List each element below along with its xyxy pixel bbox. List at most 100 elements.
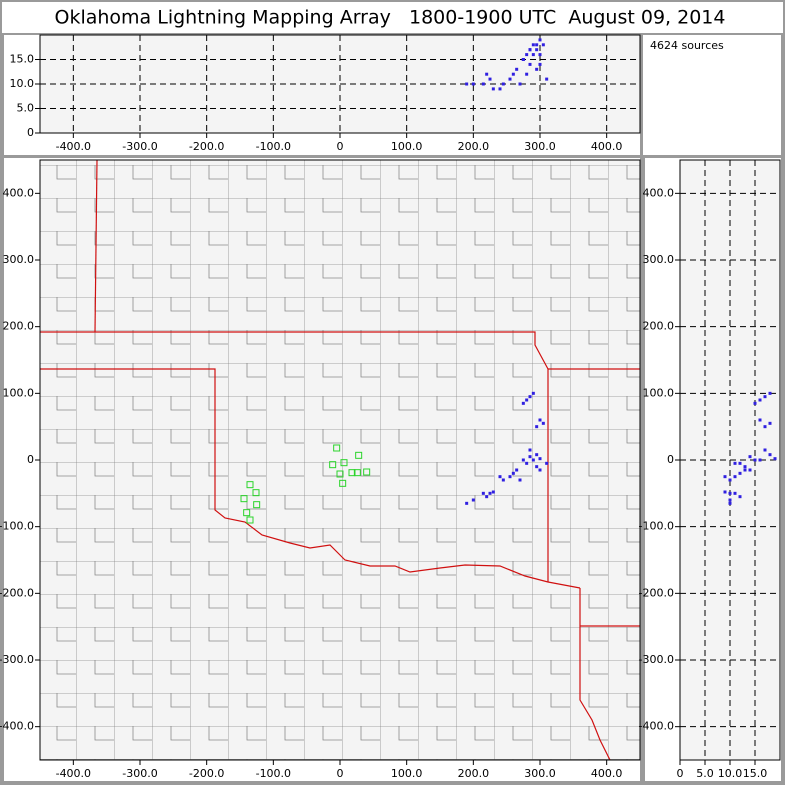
source-altitude-x	[508, 77, 512, 81]
x-tick-label: -400.0	[56, 140, 91, 153]
x-tick-label: -300.0	[122, 140, 157, 153]
y-tick-label: 300.0	[643, 253, 675, 266]
x-tick-label: 200.0	[458, 767, 490, 780]
state-borders	[40, 160, 640, 760]
source-altitude-y	[768, 453, 772, 457]
station	[240, 495, 248, 503]
axes-frame	[679, 159, 781, 761]
station	[340, 459, 348, 467]
source-plan	[541, 421, 545, 425]
y-tick-label: 0	[27, 126, 34, 139]
source-count: 4624 sources	[650, 39, 724, 52]
source-altitude-x	[501, 82, 505, 86]
source-altitude-x	[538, 53, 542, 57]
source-plan	[545, 461, 549, 465]
axes-frame	[39, 159, 641, 761]
y-tick-label: 15.0	[10, 53, 35, 66]
source-altitude-x	[528, 48, 532, 52]
source-plan	[531, 458, 535, 462]
source-altitude-y	[773, 457, 777, 461]
x-tick-label: -300.0	[122, 767, 157, 780]
source-altitude-x	[491, 87, 495, 91]
source-altitude-y	[753, 401, 757, 405]
source-altitude-y	[758, 458, 762, 462]
x-tick-label: 100.0	[391, 140, 423, 153]
x-tick-label: 300.0	[524, 767, 556, 780]
station	[243, 509, 251, 517]
source-altitude-y	[748, 455, 752, 459]
station	[336, 470, 344, 478]
source-plan	[525, 461, 529, 465]
axes-frame	[39, 34, 641, 134]
y-tick-label: -100.0	[0, 520, 34, 533]
station	[246, 481, 254, 489]
county-lines	[40, 160, 640, 760]
source-altitude-x	[525, 53, 529, 57]
source-altitude-x	[535, 67, 539, 71]
station	[353, 469, 361, 477]
source-plan	[538, 468, 542, 472]
y-tick-label: 300.0	[3, 253, 35, 266]
x-tick-label: -200.0	[189, 767, 224, 780]
source-altitude-x	[515, 67, 519, 71]
source-plan	[535, 465, 539, 469]
source-altitude-y	[723, 490, 727, 494]
source-altitude-x	[525, 72, 529, 76]
x-tick-label: 0	[337, 140, 344, 153]
x-tick-label: 400.0	[591, 140, 623, 153]
source-plan	[535, 425, 539, 429]
source-plan	[491, 490, 495, 494]
source-altitude-y	[758, 398, 762, 402]
source-altitude-y	[763, 448, 767, 452]
y-tick-label: 200.0	[3, 320, 35, 333]
source-plan	[531, 391, 535, 395]
source-altitude-x	[531, 53, 535, 57]
source-altitude-x	[545, 77, 549, 81]
source-altitude-y	[723, 475, 727, 479]
source-plan	[465, 501, 469, 505]
source-altitude-y	[728, 498, 732, 502]
source-altitude-y	[738, 471, 742, 475]
y-tick-label: -300.0	[639, 653, 674, 666]
source-altitude-x	[528, 62, 532, 66]
source-altitude-x	[511, 72, 515, 76]
source-altitude-y	[753, 458, 757, 462]
source-altitude-y	[743, 468, 747, 472]
source-plan	[528, 455, 532, 459]
source-altitude-y	[738, 495, 742, 499]
source-altitude-y	[733, 475, 737, 479]
x-tick-label: 100.0	[391, 767, 423, 780]
y-tick-label: 10.0	[10, 77, 35, 90]
source-plan	[528, 395, 532, 399]
station	[348, 469, 356, 477]
source-altitude-y	[743, 465, 747, 469]
source-plan	[471, 498, 475, 502]
source-altitude-x	[498, 87, 502, 91]
map	[40, 160, 640, 760]
source-altitude-x	[471, 82, 475, 86]
source-altitude-x	[488, 77, 492, 81]
y-tick-label: 5.0	[17, 102, 35, 115]
source-plan	[528, 448, 532, 452]
source-altitude-y	[733, 491, 737, 495]
source-plan	[485, 495, 489, 499]
y-tick-label: 0	[667, 453, 674, 466]
source-plan	[501, 478, 505, 482]
source-plan	[508, 475, 512, 479]
station	[355, 451, 363, 459]
source-altitude-x	[485, 72, 489, 76]
source-altitude-x	[535, 43, 539, 47]
x-tick-label: 10.0	[718, 767, 743, 780]
source-plan	[518, 478, 522, 482]
source-altitude-y	[728, 491, 732, 495]
source-plan	[521, 458, 525, 462]
y-tick-label: 0	[27, 453, 34, 466]
title-bar	[2, 2, 783, 33]
y-tick-label: -200.0	[639, 586, 674, 599]
title: Oklahoma Lightning Mapping Array 1800-19…	[55, 7, 726, 29]
y-tick-label: -400.0	[0, 720, 34, 733]
source-plan	[481, 491, 485, 495]
x-tick-label: -200.0	[189, 140, 224, 153]
x-tick-label: 400.0	[591, 767, 623, 780]
y-tick-label: -100.0	[639, 520, 674, 533]
